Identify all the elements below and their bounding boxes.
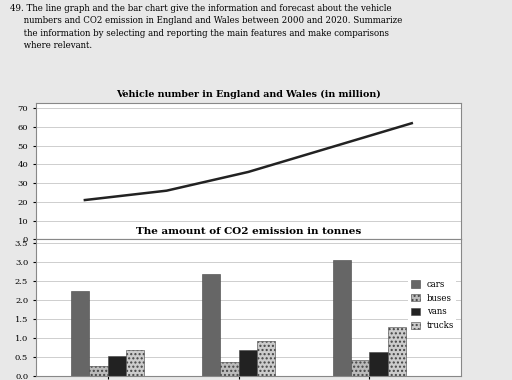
Bar [369,352,388,376]
Bar [202,274,220,376]
Text: 49. The line graph and the bar chart give the information and forecast about the: 49. The line graph and the bar chart giv… [10,4,402,50]
Title: The amount of CO2 emission in tonnes: The amount of CO2 emission in tonnes [136,227,361,236]
Bar [351,360,369,376]
Bar [257,341,275,376]
Bar [90,366,108,376]
Title: Vehicle number in England and Wales (in million): Vehicle number in England and Wales (in … [116,90,381,99]
Bar [333,260,351,376]
Bar [239,350,257,376]
Legend: cars, buses, vans, trucks: cars, buses, vans, trucks [409,277,457,333]
Bar [108,356,126,376]
Bar [220,362,239,376]
Bar [388,327,406,376]
Bar [71,291,90,376]
Bar [126,350,144,376]
